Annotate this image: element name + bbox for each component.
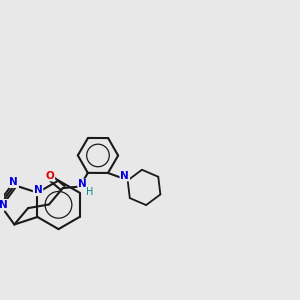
Text: N: N (34, 185, 42, 195)
Text: N: N (9, 177, 18, 187)
Text: N: N (78, 179, 87, 189)
Text: N: N (120, 171, 129, 181)
Text: O: O (46, 171, 54, 181)
Text: N: N (0, 200, 8, 210)
Text: H: H (86, 187, 93, 197)
